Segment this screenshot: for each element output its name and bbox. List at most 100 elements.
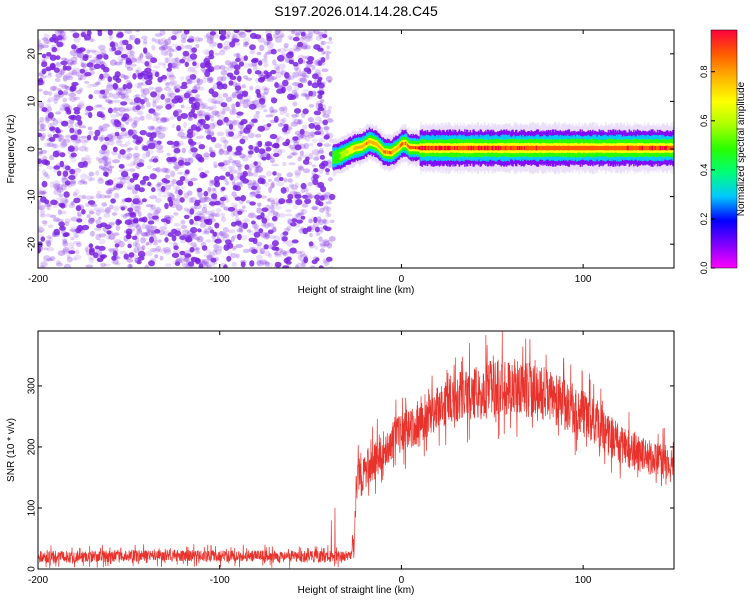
spectrogram-noise-blob bbox=[187, 261, 192, 268]
spectrogram-band-cell bbox=[415, 146, 418, 150]
spectrogram-noise-blob bbox=[125, 79, 131, 85]
spectrogram-noise-blob bbox=[277, 54, 285, 62]
spectrogram-y-tick-label: 0 bbox=[27, 146, 38, 152]
spectrogram-noise-blob bbox=[193, 70, 198, 75]
spectrogram-noise-blob bbox=[242, 178, 250, 184]
spectrogram-noise-blob bbox=[261, 217, 268, 224]
spectrogram-noise-blob bbox=[111, 212, 118, 216]
spectrogram-noise-blob bbox=[191, 89, 198, 94]
spectrogram-noise-blob bbox=[89, 257, 94, 264]
spectrogram-noise-blob bbox=[38, 151, 42, 155]
spectrogram-noise-blob bbox=[322, 218, 327, 225]
spectrogram-noise-blob bbox=[164, 178, 169, 185]
spectrogram-noise-blob bbox=[308, 94, 313, 101]
spectrogram-band-cell bbox=[383, 150, 385, 154]
spectrogram-noise-blob bbox=[276, 135, 281, 139]
spectrogram-band-cell bbox=[612, 145, 614, 151]
spectrogram-noise-blob bbox=[89, 208, 94, 215]
spectrogram-noise-blob bbox=[133, 205, 141, 212]
spectrogram-noise-blob bbox=[69, 168, 76, 175]
spectrogram-noise-blob bbox=[68, 115, 75, 120]
spectrogram-noise-blob bbox=[121, 116, 128, 122]
spectrogram-noise-blob bbox=[71, 81, 79, 87]
spectrogram-noise-blob bbox=[253, 113, 260, 120]
spectrogram-band-cell bbox=[613, 145, 615, 151]
spectrogram-noise-blob bbox=[44, 203, 52, 208]
spectrogram-noise-blob bbox=[59, 104, 66, 111]
spectrogram-noise-blob bbox=[146, 165, 152, 170]
spectrogram-noise-blob bbox=[209, 179, 215, 184]
spectrogram-noise-blob bbox=[103, 263, 111, 267]
spectrogram-band-cell bbox=[469, 145, 472, 151]
spectrogram-band-cell bbox=[555, 146, 558, 151]
spectrogram-noise-blob bbox=[204, 69, 209, 75]
spectrogram-noise-blob bbox=[243, 41, 250, 46]
spectrogram-noise-blob bbox=[310, 131, 316, 138]
spectrogram-noise-blob bbox=[46, 241, 51, 248]
spectrogram-noise-blob bbox=[232, 81, 238, 87]
spectrogram-band-cell bbox=[624, 146, 626, 151]
spectrogram-noise-blob bbox=[328, 177, 333, 182]
spectrogram-noise-blob bbox=[38, 42, 43, 47]
spectrogram-noise-blob bbox=[135, 105, 141, 111]
spectrogram-noise-blob bbox=[50, 117, 56, 122]
spectrogram-noise-blob bbox=[77, 69, 85, 75]
spectrogram-noise-blob bbox=[178, 189, 183, 196]
spectrogram-noise-blob bbox=[38, 59, 41, 65]
spectrogram-noise-blob bbox=[313, 44, 321, 50]
spectrogram-noise-blob bbox=[57, 209, 62, 216]
spectrogram-band-cell bbox=[465, 145, 467, 151]
spectrogram-noise-blob bbox=[53, 135, 58, 139]
spectrogram-noise-blob bbox=[134, 203, 141, 209]
spectrogram-noise-blob bbox=[274, 30, 281, 36]
spectrogram-noise-blob bbox=[262, 92, 268, 96]
spectrogram-noise-blob bbox=[132, 73, 137, 80]
spectrogram-noise-blob bbox=[152, 214, 160, 219]
spectrogram-noise-blob bbox=[190, 265, 196, 268]
spectrogram-noise-blob bbox=[117, 152, 122, 160]
spectrogram-noise-blob bbox=[44, 74, 53, 78]
spectrogram-noise-blob bbox=[263, 88, 270, 94]
spectrogram-noise-blob bbox=[287, 93, 294, 101]
spectrogram-noise-blob bbox=[302, 70, 309, 74]
spectrogram-noise-blob bbox=[173, 86, 178, 91]
spectrogram-noise-blob bbox=[232, 151, 238, 157]
spectrogram-noise-blob bbox=[150, 231, 156, 238]
spectrogram-band-cell bbox=[458, 145, 461, 151]
spectrogram-noise-blob bbox=[46, 98, 51, 104]
spectrogram-band-cell bbox=[571, 145, 573, 151]
spectrogram-noise-blob bbox=[88, 217, 95, 224]
spectrogram-band-cell bbox=[375, 142, 378, 146]
spectrogram-noise-blob bbox=[73, 36, 81, 43]
spectrogram-noise-blob bbox=[282, 251, 287, 256]
spectrogram-band-cell bbox=[579, 145, 582, 151]
spectrogram-noise-blob bbox=[117, 46, 124, 53]
spectrogram-noise-blob bbox=[285, 209, 292, 213]
spectrogram-noise-blob bbox=[148, 217, 155, 222]
spectrogram-noise-blob bbox=[244, 166, 249, 170]
spectrogram-band-cell bbox=[379, 146, 382, 150]
spectrogram-noise-blob bbox=[110, 114, 117, 118]
spectrogram-noise-blob bbox=[249, 213, 254, 217]
spectrogram-noise-blob bbox=[104, 95, 110, 102]
spectrogram-band-cell bbox=[509, 145, 512, 151]
spectrogram-noise-blob bbox=[218, 238, 225, 242]
spectrogram-noise-blob bbox=[232, 77, 238, 81]
spectrogram-noise-blob bbox=[173, 161, 181, 166]
spectrogram-noise-blob bbox=[318, 57, 323, 61]
spectrogram-noise-blob bbox=[49, 85, 58, 92]
spectrogram-noise-blob bbox=[69, 30, 76, 33]
spectrogram-noise-blob bbox=[132, 106, 140, 112]
spectrogram-band-cell bbox=[346, 150, 349, 154]
spectrogram-band-cell bbox=[472, 145, 474, 151]
spectrogram-noise-blob bbox=[128, 54, 135, 59]
spectrogram-noise-blob bbox=[160, 167, 169, 173]
spectrogram-noise-blob bbox=[223, 144, 228, 150]
spectrogram-noise-blob bbox=[141, 244, 146, 251]
spectrogram-noise-blob bbox=[284, 227, 290, 233]
spectrogram-noise-blob bbox=[185, 235, 192, 242]
spectrogram-noise-blob bbox=[125, 60, 133, 65]
spectrogram-noise-blob bbox=[72, 229, 80, 235]
spectrogram-noise-blob bbox=[202, 105, 211, 110]
spectrogram-noise-blob bbox=[100, 127, 108, 132]
